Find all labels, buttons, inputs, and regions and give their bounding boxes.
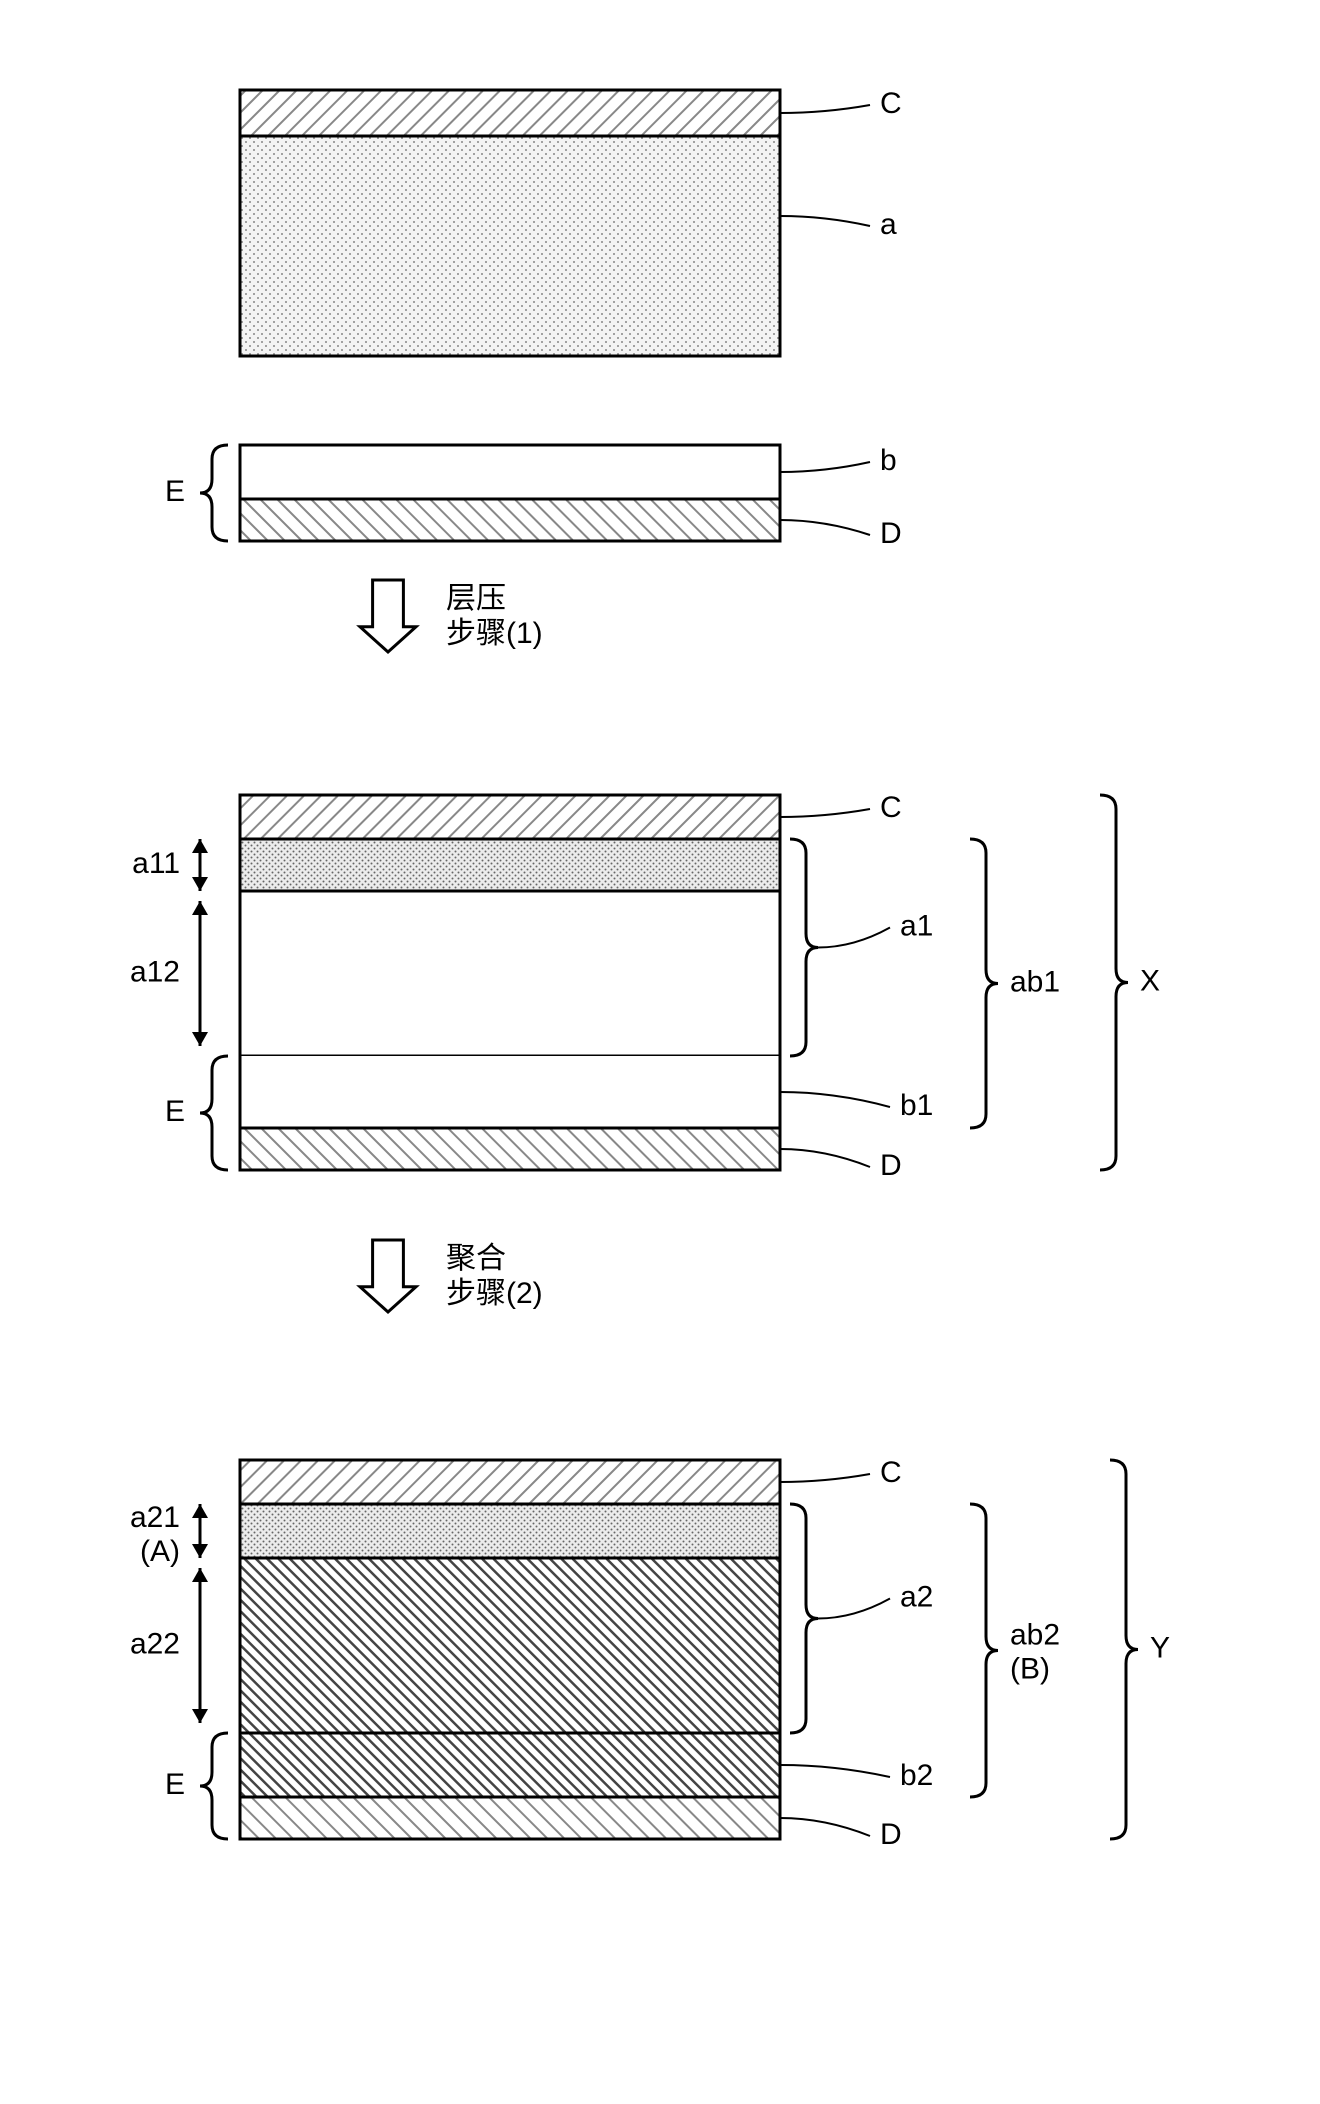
svg-text:a2: a2 [900,1580,933,1613]
svg-text:Y: Y [1150,1631,1170,1664]
svg-text:D: D [880,517,902,550]
svg-text:层压: 层压 [446,582,506,615]
svg-text:a1: a1 [900,909,933,942]
svg-text:a12: a12 [130,955,180,988]
svg-text:a11: a11 [132,847,180,880]
svg-text:步骤(2): 步骤(2) [446,1277,543,1310]
svg-text:(B): (B) [1010,1652,1050,1685]
svg-text:X: X [1140,964,1160,997]
svg-text:a: a [880,208,897,241]
svg-text:a22: a22 [130,1627,180,1660]
svg-text:a21: a21 [130,1501,180,1534]
svg-text:E: E [165,1768,185,1801]
svg-text:b2: b2 [900,1759,933,1792]
svg-text:E: E [165,475,185,508]
svg-text:E: E [165,1095,185,1128]
svg-text:b: b [880,444,897,477]
svg-text:b1: b1 [900,1089,933,1122]
svg-text:步骤(1): 步骤(1) [446,617,543,650]
svg-text:C: C [880,87,902,120]
svg-text:ab2: ab2 [1010,1618,1060,1651]
svg-text:(A): (A) [140,1535,180,1568]
svg-text:D: D [880,1149,902,1182]
svg-text:ab1: ab1 [1010,965,1060,998]
svg-text:C: C [880,791,902,824]
svg-text:聚合: 聚合 [446,1242,506,1275]
svg-text:D: D [880,1818,902,1851]
svg-text:C: C [880,1456,902,1489]
